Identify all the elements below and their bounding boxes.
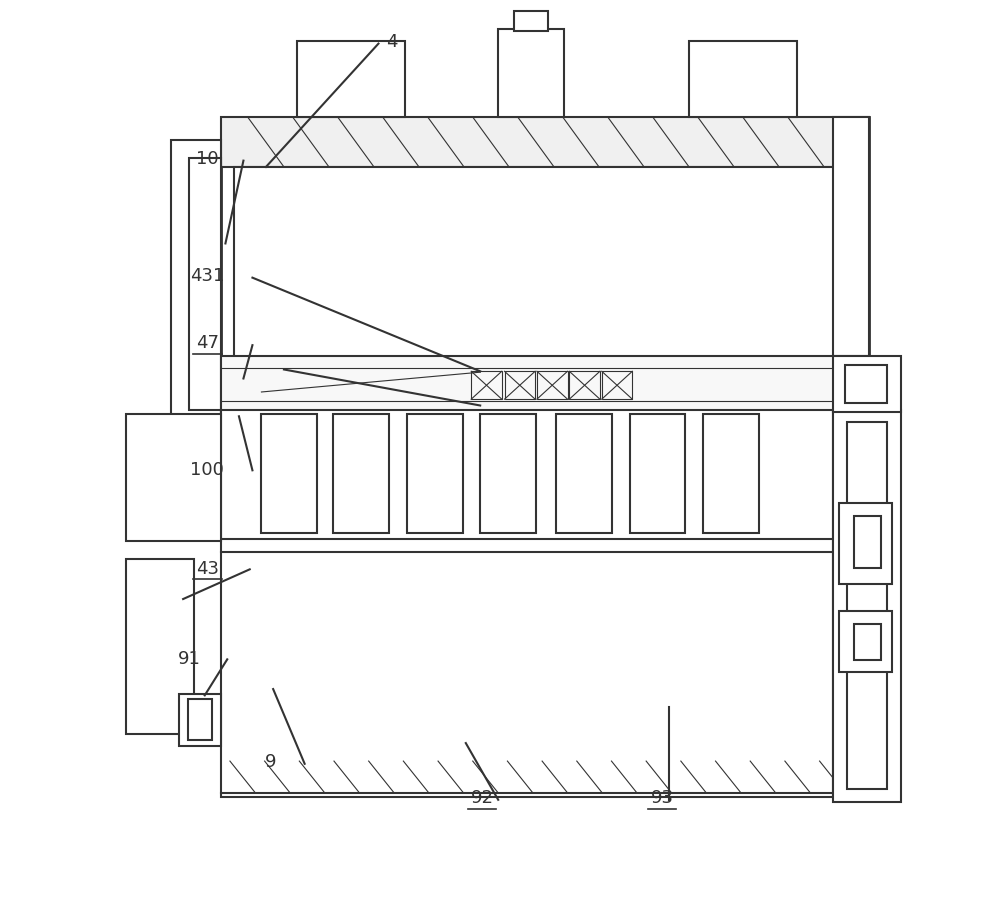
Bar xyxy=(126,559,194,734)
Bar xyxy=(833,356,901,412)
Bar xyxy=(189,159,221,410)
Bar xyxy=(221,118,869,793)
Bar xyxy=(407,415,463,534)
Bar xyxy=(171,141,221,428)
Bar xyxy=(234,168,851,361)
Text: 47: 47 xyxy=(196,334,219,352)
Bar xyxy=(261,415,317,534)
Bar xyxy=(845,365,887,403)
Bar xyxy=(833,118,869,365)
Bar xyxy=(703,415,759,534)
Text: 93: 93 xyxy=(651,788,674,806)
Text: 10: 10 xyxy=(196,150,219,168)
Bar xyxy=(839,611,892,672)
Bar xyxy=(221,118,869,168)
Bar xyxy=(854,624,881,660)
Bar xyxy=(179,694,221,746)
Bar xyxy=(333,415,389,534)
Text: 91: 91 xyxy=(178,649,201,667)
Bar xyxy=(471,372,502,400)
Text: 431: 431 xyxy=(190,267,225,285)
Bar xyxy=(847,422,887,789)
Text: 100: 100 xyxy=(190,460,224,478)
Bar xyxy=(221,356,869,415)
Bar xyxy=(126,415,221,541)
Bar xyxy=(556,415,612,534)
Bar xyxy=(188,699,212,741)
Bar xyxy=(689,41,797,118)
Bar xyxy=(221,410,833,797)
Bar xyxy=(514,13,548,32)
Text: 9: 9 xyxy=(265,752,276,770)
Text: 43: 43 xyxy=(196,559,219,577)
Bar xyxy=(839,503,892,584)
Bar xyxy=(480,415,536,534)
Bar xyxy=(498,30,564,118)
Bar xyxy=(297,41,405,118)
Bar xyxy=(505,372,535,400)
Text: 4: 4 xyxy=(386,32,398,51)
Bar xyxy=(854,517,881,569)
Bar xyxy=(602,372,632,400)
Text: 92: 92 xyxy=(470,788,493,806)
Bar xyxy=(569,372,600,400)
Bar xyxy=(833,410,901,802)
Bar xyxy=(630,415,685,534)
Bar xyxy=(537,372,568,400)
